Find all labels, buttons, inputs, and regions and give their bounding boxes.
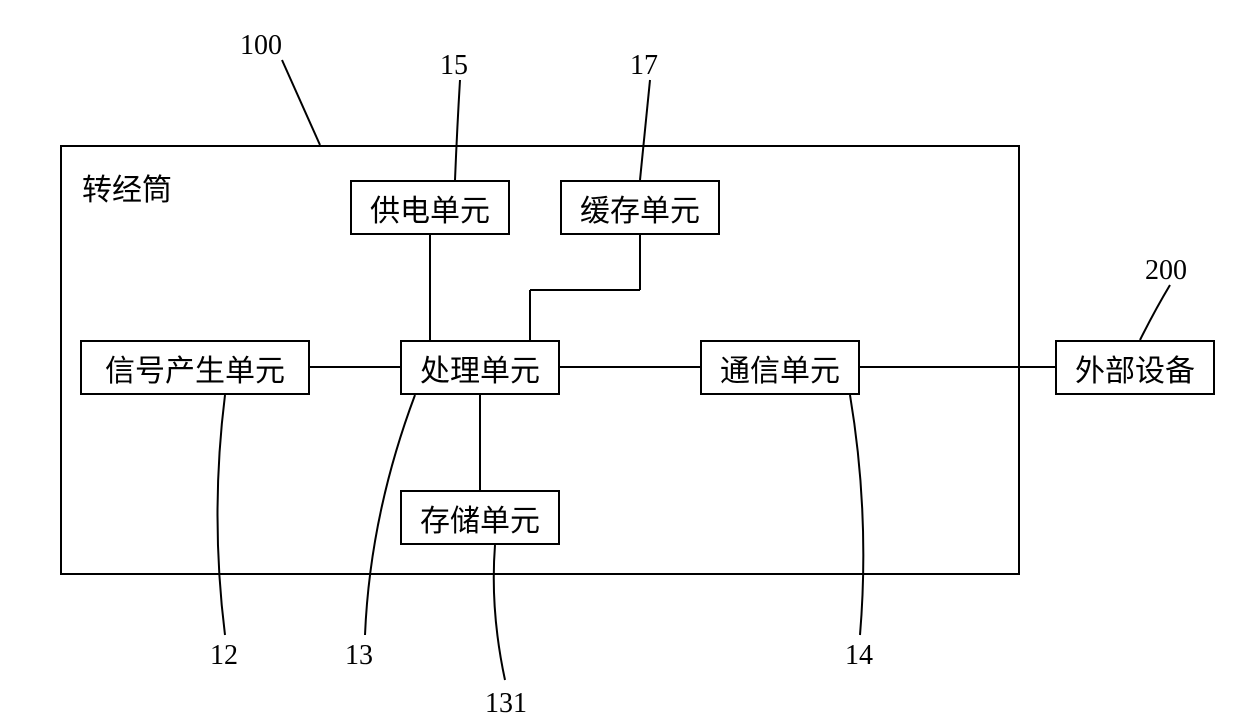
node-power-label: 供电单元	[370, 186, 490, 230]
ref-external: 200	[1145, 255, 1187, 287]
container-label: 转经筒	[82, 165, 172, 209]
node-signal: 信号产生单元	[80, 340, 310, 395]
block-diagram: 转经筒 供电单元 缓存单元 信号产生单元 处理单元 通信单元 存储单元 外部设备	[0, 0, 1240, 717]
node-cache: 缓存单元	[560, 180, 720, 235]
ref-comm: 14	[845, 640, 873, 672]
node-process-label: 处理单元	[420, 346, 540, 390]
node-storage: 存储单元	[400, 490, 560, 545]
ref-storage: 131	[485, 688, 527, 720]
node-cache-label: 缓存单元	[580, 186, 700, 230]
ref-process: 13	[345, 640, 373, 672]
node-comm: 通信单元	[700, 340, 860, 395]
ref-power: 15	[440, 50, 468, 82]
node-external: 外部设备	[1055, 340, 1215, 395]
ref-container: 100	[240, 30, 282, 62]
node-external-label: 外部设备	[1075, 346, 1195, 390]
ref-cache: 17	[630, 50, 658, 82]
node-power: 供电单元	[350, 180, 510, 235]
node-comm-label: 通信单元	[720, 346, 840, 390]
node-storage-label: 存储单元	[420, 496, 540, 540]
node-process: 处理单元	[400, 340, 560, 395]
node-signal-label: 信号产生单元	[105, 346, 285, 390]
ref-signal: 12	[210, 640, 238, 672]
